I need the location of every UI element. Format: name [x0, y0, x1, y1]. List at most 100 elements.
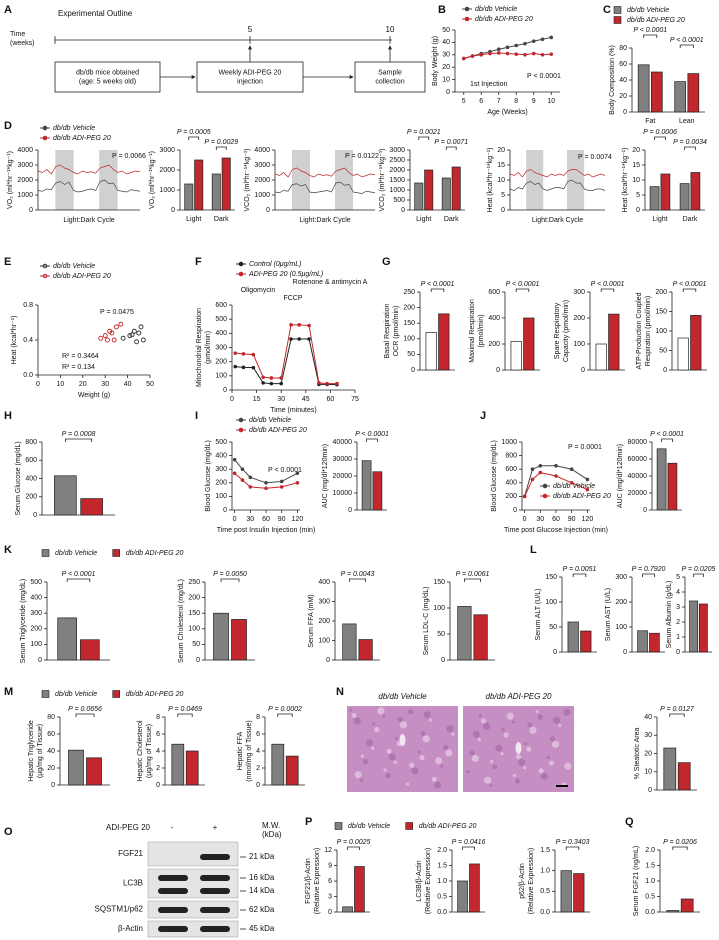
- data-point: [335, 381, 339, 386]
- p-value: P = 0.0050: [213, 571, 247, 578]
- significance-bracket: [684, 146, 696, 150]
- tissue-texture: [365, 739, 374, 747]
- bar: [469, 863, 480, 913]
- x-axis-label: Time (minutes): [270, 407, 316, 414]
- dark-phase: [292, 150, 310, 210]
- outline-box-text: Weekly ADI-PEG 20: [219, 69, 282, 76]
- annotation: P = 0.0066: [112, 153, 146, 160]
- blot-band: [200, 875, 230, 881]
- data-point: [127, 333, 133, 339]
- significance-bracket: [430, 288, 445, 292]
- bar: [674, 81, 687, 113]
- bar: [667, 462, 678, 511]
- significance-bracket: [445, 146, 457, 150]
- significance-bracket: [347, 846, 360, 850]
- x-tick-label: 30: [536, 516, 544, 523]
- legend-label: db/db ADI-PEG 20: [249, 427, 307, 434]
- tissue-texture: [420, 730, 426, 737]
- tissue-texture: [564, 762, 572, 770]
- y-tick-label: 20: [497, 147, 505, 154]
- x-tick-label: 90: [568, 516, 576, 523]
- y-tick-label: 15: [497, 162, 505, 169]
- tissue-texture: [517, 758, 526, 766]
- y-tick-label: 0: [676, 649, 680, 656]
- y-axis-label: Heat (kcal*hr⁻¹*kg⁻¹): [487, 148, 494, 213]
- bar: [650, 71, 663, 113]
- bar: [473, 614, 488, 661]
- blot-band: [158, 926, 188, 932]
- tissue-texture: [563, 708, 571, 716]
- p-value: P = 0.0008: [62, 431, 96, 438]
- data-point: [279, 485, 284, 489]
- bar: [457, 606, 472, 661]
- tissue-texture: [349, 708, 353, 712]
- y-tick-label: 0.0: [437, 909, 447, 916]
- y-tick-label: 0: [51, 782, 55, 789]
- panel-letter: P: [305, 816, 312, 828]
- y-axis-label: Respiration (pmol/min): [645, 296, 652, 366]
- y-tick-label: 2.0: [437, 847, 447, 854]
- mw-label: 21 kDa: [249, 852, 275, 861]
- significance-bracket: [642, 573, 655, 577]
- tissue-texture: [431, 776, 438, 783]
- series-line: [524, 465, 588, 497]
- y-tick-label: 0.5: [540, 888, 550, 895]
- y-tick-label: 200: [615, 599, 627, 606]
- tissue-texture: [440, 764, 444, 768]
- data-point: [496, 51, 501, 55]
- y-tick-label: 40: [619, 77, 627, 84]
- tissue-texture: [490, 759, 494, 764]
- vessel: [399, 734, 406, 746]
- data-point: [569, 467, 574, 472]
- y-tick-label: 2000: [159, 167, 175, 174]
- y-axis-label: (Relative Expression): [314, 848, 321, 915]
- legend-marker: [42, 263, 48, 269]
- y-tick-label: 100: [215, 373, 227, 380]
- y-tick-label: 400: [505, 480, 517, 487]
- annotation: P = 0.0074: [578, 154, 612, 161]
- bar: [637, 630, 648, 653]
- legend-label: db/db Vehicle: [348, 823, 390, 830]
- bar: [677, 762, 691, 791]
- significance-bracket: [572, 573, 587, 577]
- y-axis-label: Mitochondrial Respiration: [196, 308, 203, 387]
- y-axis-label: Serum Glucose (mg/dL): [15, 441, 22, 515]
- bar: [231, 619, 247, 661]
- legend-label: db/db Vehicle: [553, 483, 595, 490]
- tissue-texture: [417, 750, 421, 754]
- y-tick-label: 400: [30, 594, 42, 601]
- y-tick-label: 300: [318, 598, 330, 605]
- y-tick-label: 0: [256, 782, 260, 789]
- legend-marker: [238, 417, 244, 423]
- significance-bracket: [464, 578, 481, 582]
- y-tick-label: 3: [328, 893, 332, 900]
- data-point: [505, 51, 510, 56]
- legend-swatch: [613, 16, 622, 24]
- bar: [354, 866, 365, 913]
- data-point: [129, 332, 135, 338]
- y-tick-label: 1.0: [645, 878, 655, 885]
- data-point: [554, 464, 558, 468]
- bar: [271, 743, 285, 786]
- data-point: [317, 381, 321, 385]
- y-tick-label: 500: [215, 316, 227, 323]
- p-value: P = 0.0006: [643, 129, 677, 136]
- data-point: [269, 381, 274, 386]
- tissue-texture: [527, 722, 533, 728]
- y-axis-label: Spare Respiratory: [554, 302, 561, 359]
- panel-letter: I: [195, 410, 198, 422]
- y-tick-label: 50: [407, 351, 415, 358]
- bar: [57, 617, 77, 661]
- y-axis-label: Basal Respiration: [384, 303, 391, 358]
- y-tick-label: 30000: [333, 456, 353, 463]
- series-line: [274, 167, 376, 178]
- legend-label: db/db ADI-PEG 20: [53, 135, 111, 142]
- significance-bracket: [565, 846, 580, 850]
- tissue-texture: [535, 709, 539, 714]
- y-tick-label: 0: [513, 507, 517, 514]
- data-point: [297, 323, 302, 327]
- data-point: [307, 323, 311, 328]
- y-tick-label: 0.4: [23, 337, 33, 344]
- y-tick-label: 150: [545, 574, 557, 581]
- y-tick-label: 250: [403, 289, 415, 296]
